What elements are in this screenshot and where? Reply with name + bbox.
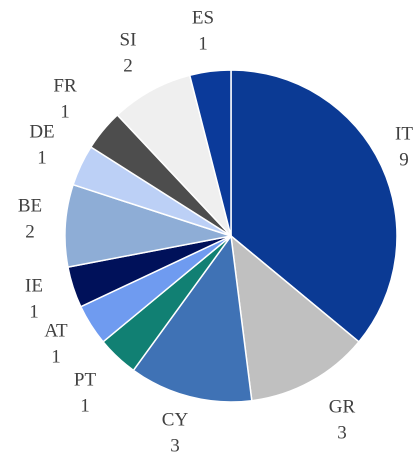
slice-label: ES xyxy=(192,7,214,28)
slice-label: PT xyxy=(74,369,97,390)
pie-slice xyxy=(230,234,360,402)
slice-value: 1 xyxy=(80,395,90,416)
slice-value: 1 xyxy=(37,147,47,168)
slice-label: AT xyxy=(44,320,68,341)
slice-value: 1 xyxy=(51,346,61,367)
slice-value: 2 xyxy=(123,55,133,76)
slice-label: GR xyxy=(329,396,356,417)
pie-slice xyxy=(188,69,232,237)
slice-label: DE xyxy=(29,121,54,142)
slice-value: 1 xyxy=(198,33,208,54)
pie-slice xyxy=(230,69,398,343)
pie-slice xyxy=(132,234,253,403)
slice-label: CY xyxy=(162,409,189,430)
slice-label: IE xyxy=(25,275,43,296)
slice-value: 3 xyxy=(170,435,180,456)
slice-value: 9 xyxy=(399,149,409,170)
slice-label: FR xyxy=(53,75,77,96)
slice-label: BE xyxy=(18,195,42,216)
slice-value: 1 xyxy=(60,101,70,122)
slice-value: 2 xyxy=(25,221,35,242)
slice-value: 3 xyxy=(337,422,347,443)
slice-label: IT xyxy=(395,123,413,144)
slice-value: 1 xyxy=(29,301,39,322)
slice-label: SI xyxy=(120,29,137,50)
